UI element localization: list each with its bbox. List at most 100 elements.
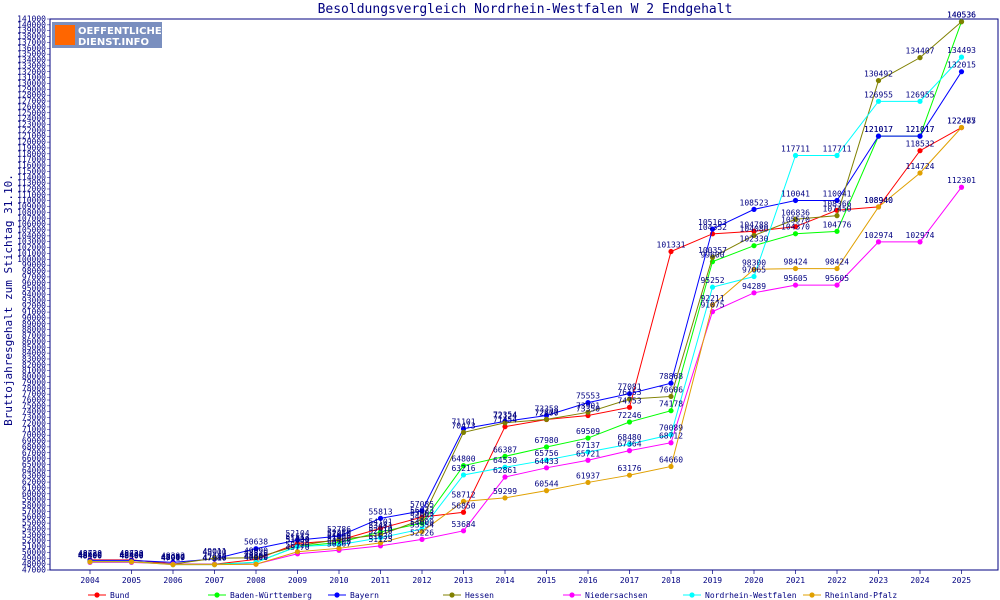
data-label: 48400 [119, 551, 143, 560]
y-tick-label: 57000 [22, 507, 46, 516]
y-tick-label: 65000 [22, 460, 46, 469]
data-label: 48300 [244, 551, 268, 560]
data-point [668, 440, 674, 446]
y-tick-label: 64000 [22, 466, 46, 475]
data-label: 132015 [947, 61, 976, 70]
data-label: 58712 [451, 490, 475, 499]
data-label: 104352 [698, 223, 727, 232]
data-point [585, 435, 591, 441]
data-point [958, 19, 965, 25]
data-label: 67980 [534, 436, 558, 445]
legend-swatch-marker [449, 592, 455, 598]
y-tick-label: 69000 [22, 437, 46, 446]
data-point [543, 457, 550, 463]
data-label: 49770 [285, 543, 309, 552]
y-tick-label: 81000 [22, 366, 46, 375]
y-tick-label: 125000 [17, 108, 46, 117]
x-tick-label: 2019 [703, 576, 722, 585]
x-tick-label: 2009 [288, 576, 307, 585]
data-point [751, 206, 757, 212]
y-tick-label: 139000 [17, 26, 46, 35]
y-tick-label: 67000 [22, 448, 46, 457]
data-label: 47980 [202, 553, 226, 562]
series-lines [87, 19, 965, 568]
data-point [502, 424, 508, 430]
data-label: 70089 [659, 424, 683, 433]
data-point [751, 232, 757, 239]
data-label: 48720 [78, 549, 102, 558]
data-label: 72246 [617, 411, 641, 420]
data-point [460, 463, 467, 469]
data-label: 54000 [410, 518, 434, 527]
data-label: 108366 [823, 199, 852, 208]
data-point [294, 549, 301, 555]
data-label: 50638 [244, 538, 268, 547]
y-tick-label: 105000 [17, 226, 46, 235]
data-point [751, 228, 757, 234]
y-tick-label: 66000 [22, 454, 46, 463]
x-tick-label: 2011 [371, 576, 390, 585]
data-label: 107450 [823, 205, 852, 214]
data-point [668, 393, 674, 400]
data-label: 126955 [864, 90, 893, 99]
data-point [917, 55, 923, 61]
data-label: 53554 [410, 521, 434, 530]
data-label: 56850 [451, 501, 475, 510]
data-point [419, 520, 425, 526]
plot-area [49, 18, 999, 571]
data-point [543, 444, 550, 450]
legend-swatch-marker [809, 592, 815, 598]
data-point [917, 239, 923, 245]
data-label: 140536 [947, 11, 976, 20]
data-label: 74753 [617, 396, 641, 405]
y-tick-label: 121000 [17, 132, 46, 141]
y-tick-label: 79000 [22, 378, 46, 387]
data-point [626, 448, 633, 454]
data-label: 72700 [534, 408, 558, 417]
data-point [709, 226, 716, 232]
data-label: 74178 [659, 400, 683, 409]
data-label: 91075 [700, 301, 724, 310]
site-logo[interactable]: OEFFENTLICHER DIENST.INFO [52, 22, 170, 48]
data-point [502, 420, 508, 426]
y-tick-label: 53000 [22, 530, 46, 539]
y-axis-ticks: 4700048000490005000051000520005300054000… [17, 15, 50, 575]
data-point [294, 537, 301, 543]
data-label: 134407 [906, 47, 935, 56]
y-tick-label: 136000 [17, 44, 46, 53]
data-label: 95252 [700, 276, 724, 285]
legend: Bund Baden-Württemberg Bayern Hessen Nieders… [88, 591, 897, 600]
data-label: 50367 [327, 539, 351, 548]
series-line-1 [90, 21, 962, 565]
data-label: 126955 [906, 90, 935, 99]
logo-icon [55, 25, 75, 45]
legend-swatch-marker [689, 592, 695, 598]
data-label: 121017 [906, 125, 935, 134]
y-tick-label: 99000 [22, 261, 46, 270]
data-label: 57085 [410, 500, 434, 509]
data-label: 110041 [823, 189, 852, 198]
data-label: 140536 [947, 11, 976, 20]
data-label: 60544 [534, 480, 558, 489]
y-tick-label: 115000 [17, 167, 46, 176]
data-point [377, 525, 384, 531]
data-label: 52786 [327, 525, 351, 534]
x-tick-label: 2013 [454, 576, 473, 585]
data-label: 64800 [451, 455, 475, 464]
data-point [917, 170, 923, 176]
y-tick-label: 112000 [17, 184, 46, 193]
data-point [626, 391, 633, 397]
data-point [460, 429, 467, 436]
data-point [834, 213, 840, 219]
series-line-6 [90, 127, 962, 566]
data-point [917, 133, 923, 139]
data-label: 94289 [742, 282, 766, 291]
data-label: 65721 [576, 449, 600, 458]
y-tick-label: 76000 [22, 396, 46, 405]
data-point [958, 54, 965, 60]
legend-label: Hessen [465, 591, 494, 600]
x-axis-ticks: 2004 2005 2006 2007 2008 2009 2010 2011 2012 2013… [80, 570, 971, 585]
y-tick-label: 117000 [17, 155, 46, 164]
x-tick-label: 2010 [329, 576, 348, 585]
